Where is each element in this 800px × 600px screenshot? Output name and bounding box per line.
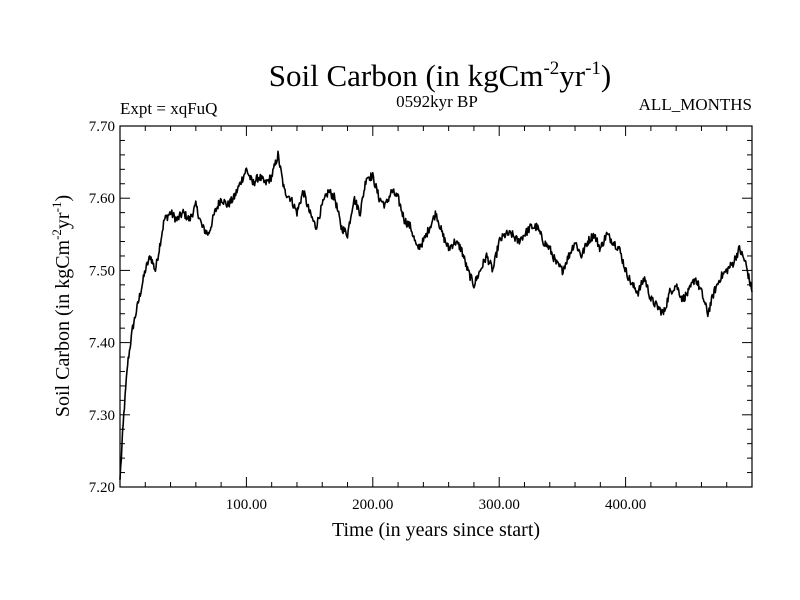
y-tick-label: 7.30 — [89, 408, 115, 424]
y-tick-label: 7.50 — [89, 263, 115, 279]
chart-title-mid: yr — [559, 58, 586, 93]
y-tick-label: 7.40 — [89, 336, 115, 352]
y-axis-label-text: Soil Carbon (in kgCm — [52, 239, 74, 417]
y-axis-label-sup1: -2 — [49, 229, 64, 240]
chart-title-text: Soil Carbon (in kgCm — [269, 58, 544, 93]
y-axis-label-sup2: -1 — [49, 202, 64, 213]
x-tick-label: 100.00 — [226, 497, 267, 513]
y-axis-label-mid: yr — [52, 212, 74, 229]
chart-title-sup1: -2 — [543, 58, 559, 79]
axis-ticks: 100.00 200.00 300.00 400.00 7.20 7.30 7.40 7.50… — [89, 119, 752, 513]
series-line — [119, 150, 753, 480]
subtitle-expt: Expt = xqFuQ — [120, 99, 217, 118]
x-tick-label: 400.00 — [605, 497, 646, 513]
y-tick-label: 7.20 — [89, 480, 115, 496]
y-axis-label-end: ) — [52, 195, 74, 202]
x-tick-label: 300.00 — [479, 497, 520, 513]
y-axis-label: Soil Carbon (in kgCm-2yr-1) — [49, 195, 74, 417]
x-axis-label: Time (in years since start) — [332, 519, 540, 541]
plot-area — [119, 150, 753, 480]
y-tick-label: 7.60 — [89, 191, 115, 207]
chart-title-sup2: -1 — [585, 58, 601, 79]
plot-frame — [119, 125, 753, 488]
y-tick-label: 7.70 — [89, 119, 115, 135]
chart-title-end: ) — [601, 58, 611, 93]
x-tick-label: 200.00 — [352, 497, 393, 513]
subtitle-period: 0592kyr BP — [396, 92, 478, 111]
chart-title: Soil Carbon (in kgCm-2yr-1) — [269, 58, 612, 93]
subtitle-months: ALL_MONTHS — [639, 95, 752, 114]
